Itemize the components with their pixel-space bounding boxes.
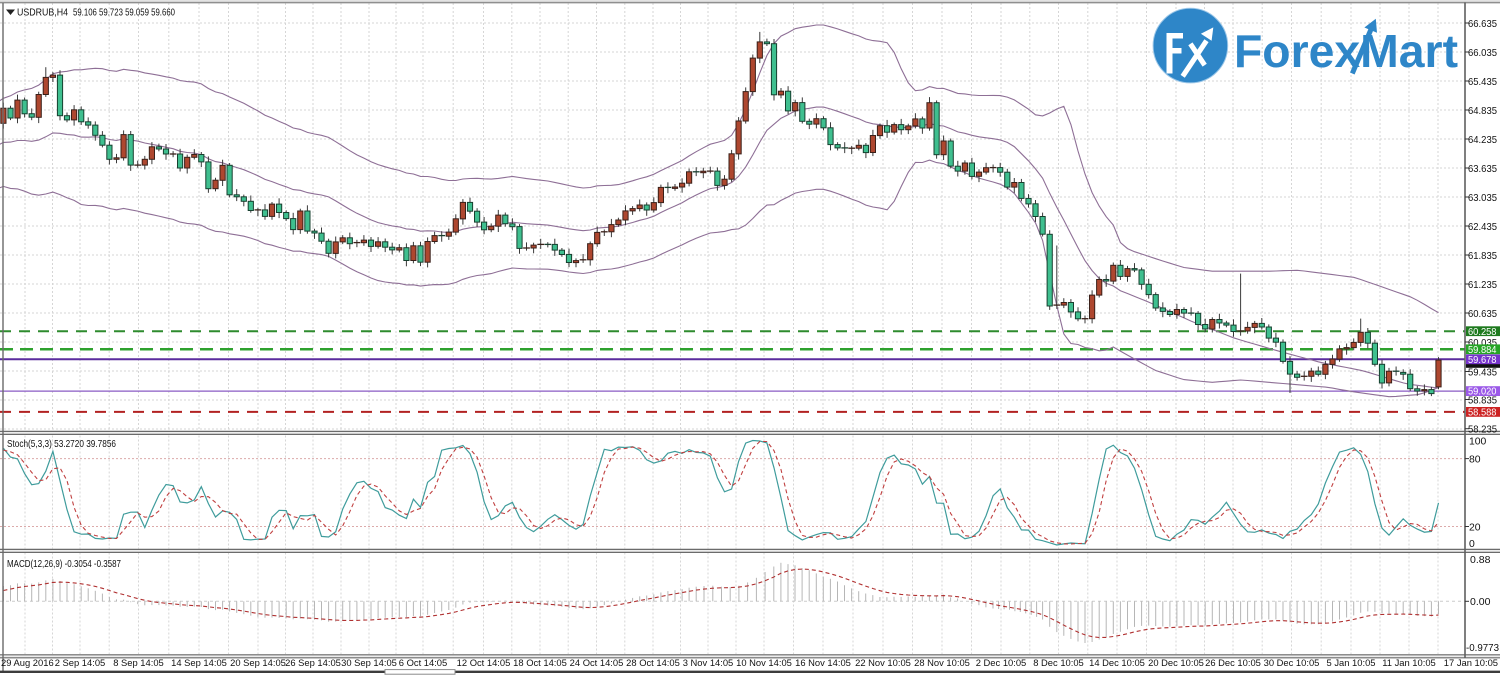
- svg-text:60.258: 60.258: [1468, 327, 1497, 338]
- svg-text:5 Jan 10:05: 5 Jan 10:05: [1327, 657, 1376, 668]
- svg-text:USDRUB,H4: USDRUB,H4: [17, 7, 68, 19]
- svg-text:Stoch(5,3,3) 53.2720 39.7856: Stoch(5,3,3) 53.2720 39.7856: [7, 438, 116, 450]
- svg-text:6 Oct 14:05: 6 Oct 14:05: [399, 657, 447, 668]
- svg-text:59.435: 59.435: [1468, 368, 1497, 379]
- svg-text:58.235: 58.235: [1468, 425, 1497, 436]
- svg-text:16 Nov 14:05: 16 Nov 14:05: [795, 657, 851, 668]
- svg-text:14 Dec 10:05: 14 Dec 10:05: [1089, 657, 1145, 668]
- svg-text:24 Oct 14:05: 24 Oct 14:05: [570, 657, 624, 668]
- svg-text:66.635: 66.635: [1468, 19, 1497, 30]
- svg-text:11 Jan 10:05: 11 Jan 10:05: [1382, 657, 1436, 668]
- svg-text:61.835: 61.835: [1468, 251, 1497, 262]
- svg-text:8 Sep 14:05: 8 Sep 14:05: [113, 657, 164, 668]
- svg-text:0.00: 0.00: [1470, 596, 1491, 608]
- svg-text:28 Nov 10:05: 28 Nov 10:05: [914, 657, 970, 668]
- svg-text:100: 100: [1469, 437, 1487, 448]
- svg-text:59.106 59.723 59.059 59.660: 59.106 59.723 59.059 59.660: [73, 7, 175, 19]
- svg-text:18 Oct 14:05: 18 Oct 14:05: [513, 657, 567, 668]
- svg-text:66.035: 66.035: [1468, 48, 1497, 59]
- svg-text:10 Nov 14:05: 10 Nov 14:05: [736, 657, 792, 668]
- svg-text:2 Sep 14:05: 2 Sep 14:05: [55, 657, 106, 668]
- svg-text:59.020: 59.020: [1468, 387, 1497, 398]
- svg-text:0.88: 0.88: [1470, 554, 1491, 566]
- svg-text:61.235: 61.235: [1468, 280, 1497, 291]
- svg-text:8 Dec 10:05: 8 Dec 10:05: [1033, 657, 1084, 668]
- svg-text:63.635: 63.635: [1468, 164, 1497, 175]
- svg-text:64.835: 64.835: [1468, 106, 1497, 117]
- svg-text:80: 80: [1469, 455, 1481, 466]
- svg-text:30 Sep 14:05: 30 Sep 14:05: [341, 657, 397, 668]
- svg-text:MACD(12,26,9) -0.3054 -0.3587: MACD(12,26,9) -0.3054 -0.3587: [7, 558, 121, 570]
- svg-text:58.835: 58.835: [1468, 396, 1497, 407]
- svg-text:3 Nov 14:05: 3 Nov 14:05: [683, 657, 734, 668]
- svg-text:29 Aug 2016: 29 Aug 2016: [1, 657, 54, 668]
- svg-text:63.035: 63.035: [1468, 193, 1497, 204]
- svg-text:28 Oct 14:05: 28 Oct 14:05: [626, 657, 680, 668]
- svg-text:17 Jan 10:05: 17 Jan 10:05: [1444, 657, 1498, 668]
- svg-text:60.035: 60.035: [1468, 338, 1497, 349]
- svg-text:22 Nov 10:05: 22 Nov 10:05: [855, 657, 911, 668]
- svg-text:-0.9773: -0.9773: [1466, 643, 1499, 654]
- svg-text:0: 0: [1469, 539, 1475, 550]
- svg-text:59.678: 59.678: [1468, 355, 1497, 366]
- svg-text:14 Sep 14:05: 14 Sep 14:05: [171, 657, 227, 668]
- svg-text:20 Sep 14:05: 20 Sep 14:05: [230, 657, 286, 668]
- svg-text:2 Dec 10:05: 2 Dec 10:05: [976, 657, 1027, 668]
- svg-text:20 Dec 10:05: 20 Dec 10:05: [1148, 657, 1204, 668]
- svg-text:12 Oct 14:05: 12 Oct 14:05: [457, 657, 511, 668]
- svg-text:30 Dec 10:05: 30 Dec 10:05: [1264, 657, 1320, 668]
- svg-text:62.435: 62.435: [1468, 222, 1497, 233]
- svg-text:58.588: 58.588: [1468, 408, 1497, 419]
- svg-text:65.435: 65.435: [1468, 77, 1497, 88]
- svg-text:26 Sep 14:05: 26 Sep 14:05: [285, 657, 341, 668]
- svg-text:26 Dec 10:05: 26 Dec 10:05: [1205, 657, 1261, 668]
- svg-text:64.235: 64.235: [1468, 135, 1497, 146]
- svg-text:60.635: 60.635: [1468, 309, 1497, 320]
- svg-text:ForexMart: ForexMart: [1234, 25, 1458, 77]
- svg-text:20: 20: [1469, 523, 1481, 534]
- svg-text:59.884: 59.884: [1468, 345, 1497, 356]
